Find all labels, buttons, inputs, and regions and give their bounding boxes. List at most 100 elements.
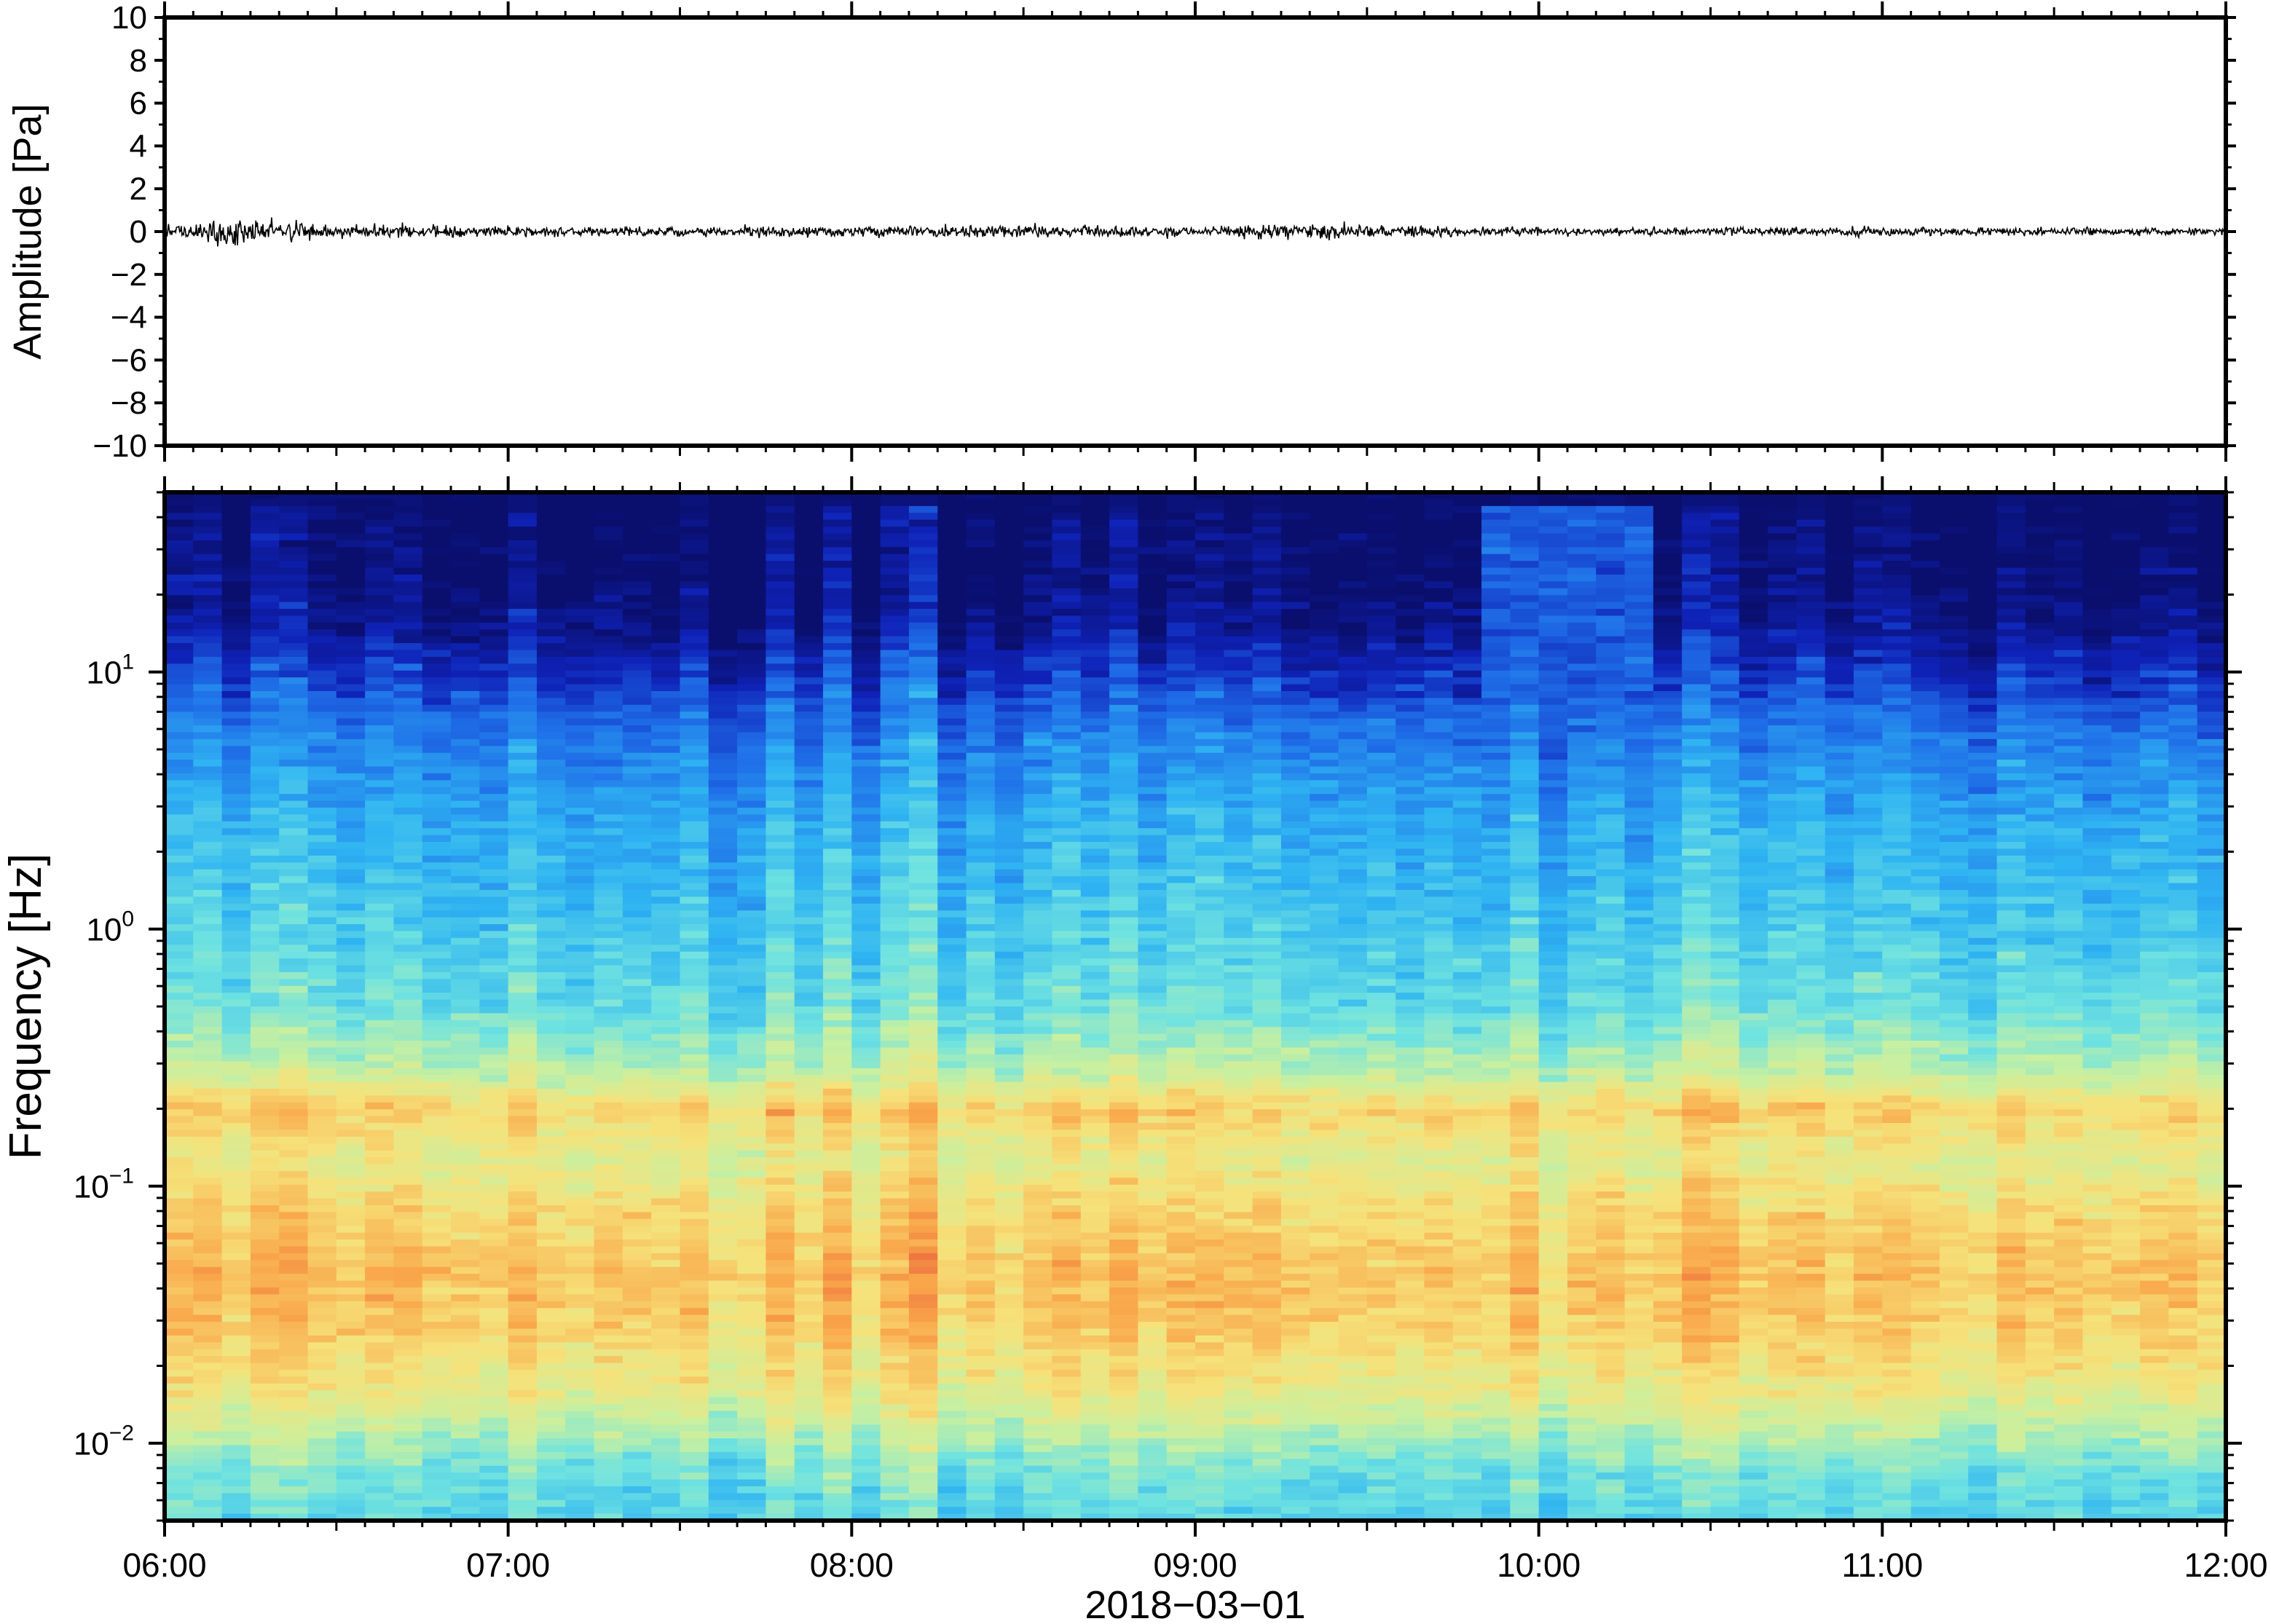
spectrogram-cell xyxy=(307,1465,337,1473)
spectrogram-cell xyxy=(422,1513,452,1521)
spectrogram-cell xyxy=(165,1465,194,1473)
spectrogram-cell xyxy=(937,1507,967,1515)
spectrogram-cell xyxy=(221,1205,251,1213)
spectrogram-cell xyxy=(565,540,595,548)
spectrogram-cell xyxy=(937,1314,967,1323)
spectrogram-cell xyxy=(508,492,538,500)
spectrogram-cell xyxy=(823,574,853,583)
spectrogram-cell xyxy=(193,561,223,569)
spectrogram-cell xyxy=(365,1218,395,1227)
spectrogram-cell xyxy=(451,738,481,747)
spectrogram-cell xyxy=(622,1260,652,1268)
spectrogram-cell xyxy=(165,889,194,898)
spectrogram-cell xyxy=(880,1411,910,1419)
spectrogram-cell xyxy=(422,896,452,904)
spectrogram-cell xyxy=(536,958,567,966)
spectrogram-cell xyxy=(393,1274,423,1282)
spectrogram-cell xyxy=(250,1061,280,1069)
spectrogram-cell xyxy=(794,903,824,912)
spectrogram-cell xyxy=(794,1397,824,1405)
spectrogram-cell xyxy=(1023,1109,1053,1117)
spectrogram-cell xyxy=(937,787,967,795)
spectrogram-cell xyxy=(279,712,309,720)
spectrogram-cell xyxy=(565,1075,595,1083)
spectrogram-cell xyxy=(479,533,509,541)
spectrogram-cell xyxy=(594,808,623,816)
spectrogram-cell xyxy=(165,636,194,644)
spectrogram-cell xyxy=(1052,602,1082,610)
spectrogram-cell xyxy=(823,1417,853,1426)
spectrogram-cell xyxy=(279,718,309,726)
spectrogram-cell xyxy=(393,883,423,891)
spectrogram-cell xyxy=(994,1006,1024,1014)
spectrogram-cell xyxy=(279,1123,309,1131)
spectrogram-cell xyxy=(479,581,509,589)
spectrogram-cell xyxy=(1023,869,1053,877)
spectrogram-cell xyxy=(908,1081,939,1089)
spectrogram-cell xyxy=(651,540,681,548)
spectrogram-cell xyxy=(622,842,652,850)
spectrogram-cell xyxy=(451,1280,481,1288)
spectrogram-cell xyxy=(937,1369,967,1378)
spectrogram-cell xyxy=(680,1246,709,1254)
spectrogram-cell xyxy=(250,1136,280,1145)
spectrogram-cell xyxy=(622,670,652,678)
spectrogram-cell xyxy=(336,1041,366,1049)
spectrogram-cell xyxy=(851,1102,881,1110)
spectrogram-cell xyxy=(937,855,967,864)
spectrogram-cell xyxy=(708,1328,738,1336)
spectrogram-cell xyxy=(680,1294,709,1302)
spectrogram-cell xyxy=(1023,1102,1053,1110)
spectrogram-cell xyxy=(336,985,366,993)
spectrogram-cell xyxy=(565,1041,595,1049)
spectrogram-cell xyxy=(451,492,481,500)
spectrogram-cell xyxy=(508,1253,538,1261)
spectrogram-cell xyxy=(422,1218,452,1227)
spectrogram-cell xyxy=(823,1075,853,1083)
spectrogram-cell xyxy=(393,1123,423,1131)
spectrogram-cell xyxy=(994,615,1024,623)
spectrogram-cell xyxy=(565,965,595,973)
spectrogram-cell xyxy=(193,1424,223,1432)
spectrogram-cell xyxy=(250,1033,280,1041)
spectrogram-cell xyxy=(365,814,395,822)
spectrogram-cell xyxy=(307,1301,337,1309)
spectrogram-cell xyxy=(1023,1349,1053,1357)
spectrogram-cell xyxy=(737,1479,767,1487)
spectrogram-cell xyxy=(422,656,452,665)
spectrogram-cell xyxy=(479,677,509,685)
spectrogram-cell xyxy=(966,1027,996,1035)
spectrogram-cell xyxy=(1023,876,1053,884)
spectrogram-cell xyxy=(794,1390,824,1398)
spectrogram-cell xyxy=(737,883,767,891)
spectrogram-cell xyxy=(937,712,967,720)
spectrogram-cell xyxy=(221,629,251,637)
spectrogram-cell xyxy=(393,1068,423,1076)
spectrogram-cell xyxy=(880,1047,910,1055)
spectrogram-cell xyxy=(908,883,939,891)
spectrogram-cell xyxy=(708,1102,738,1110)
spectrogram-cell xyxy=(422,732,452,740)
spectrogram-cell xyxy=(994,876,1024,884)
spectrogram-cell xyxy=(966,889,996,898)
spectrogram-cell xyxy=(737,690,767,699)
spectrogram-cell xyxy=(250,704,280,713)
spectrogram-cell xyxy=(279,1369,309,1378)
spectrogram-cell xyxy=(336,1253,366,1261)
spectrogram-cell xyxy=(851,1322,881,1330)
spectrogram-cell xyxy=(651,1061,681,1069)
spectrogram-cell xyxy=(937,1342,967,1350)
spectrogram-cell xyxy=(794,766,824,774)
spectrogram-cell xyxy=(307,1020,337,1028)
spectrogram-cell xyxy=(708,738,738,747)
spectrogram-cell xyxy=(908,1164,939,1172)
spectrogram-cell xyxy=(279,1191,309,1199)
spectrogram-cell xyxy=(422,1246,452,1254)
spectrogram-cell xyxy=(794,958,824,966)
spectrogram-cell xyxy=(966,924,996,932)
spectrogram-cell xyxy=(365,712,395,720)
spectrogram-cell xyxy=(622,993,652,1001)
spectrogram-cell xyxy=(336,1212,366,1220)
spectrogram-cell xyxy=(365,1081,395,1089)
